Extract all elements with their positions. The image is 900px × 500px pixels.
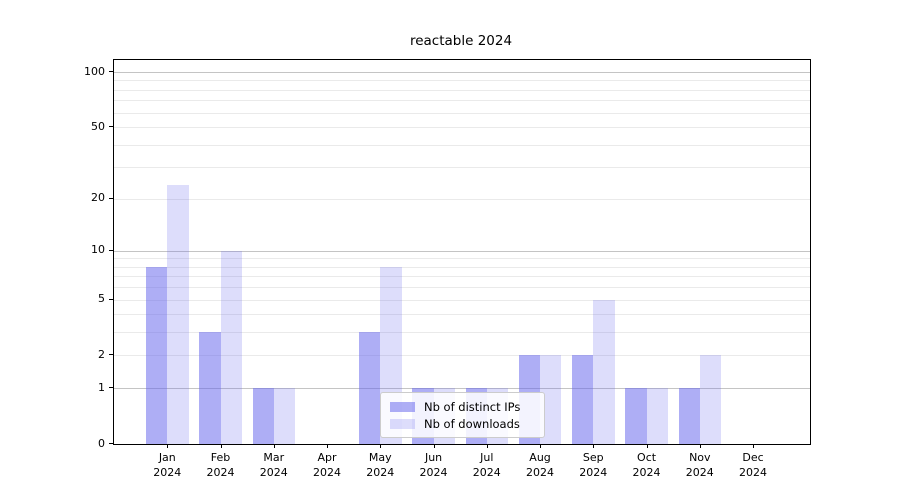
y-tick-label: 2: [98, 347, 105, 361]
gridline-major: [114, 72, 810, 73]
gridline-major: [114, 250, 810, 252]
legend-swatch-downloads: [390, 419, 415, 429]
x-tick-label: Oct 2024: [632, 451, 661, 479]
y-tick-label: 20: [91, 191, 105, 205]
x-tick-label: May 2024: [366, 451, 395, 479]
legend-item-distinct-ips: Nb of distinct IPs: [390, 399, 535, 415]
gridline-minor: [114, 266, 810, 268]
y-tick-label: 10: [91, 243, 105, 257]
gridline-major: [114, 388, 810, 390]
gridline-minor: [114, 198, 810, 200]
x-tick-mark: [220, 444, 222, 448]
y-tick-label: 50: [91, 119, 105, 133]
bar-downloads: [220, 250, 242, 444]
x-tick-label: Jul 2024: [472, 451, 501, 479]
x-tick-label: Jan 2024: [153, 451, 182, 479]
bar-distinct-ips: [625, 388, 647, 444]
y-tick-mark: [109, 249, 113, 251]
y-tick-mark: [109, 71, 113, 72]
x-tick-label: Jun 2024: [419, 451, 448, 479]
gridline-minor: [114, 80, 810, 82]
x-tick-mark: [753, 444, 755, 448]
bar-downloads: [646, 388, 668, 444]
x-tick-mark: [380, 444, 382, 448]
y-tick-mark: [109, 197, 113, 199]
legend-label-distinct-ips: Nb of distinct IPs: [424, 400, 521, 414]
x-tick-mark: [646, 444, 648, 448]
chart-title: reactable 2024: [409, 33, 513, 49]
x-tick-mark: [540, 444, 542, 448]
gridline-minor: [114, 314, 810, 316]
y-tick-mark: [109, 443, 113, 444]
gridline-minor: [114, 276, 810, 278]
y-tick-mark: [109, 126, 113, 128]
x-tick-mark: [593, 444, 595, 448]
bar-distinct-ips: [199, 332, 221, 444]
x-tick-label: Nov 2024: [685, 451, 714, 479]
bar-distinct-ips: [572, 355, 594, 444]
bar-distinct-ips: [252, 388, 274, 444]
gridline-minor: [114, 89, 810, 91]
bar-downloads: [273, 388, 296, 444]
bar-distinct-ips: [146, 266, 168, 444]
y-tick-label: 5: [98, 292, 105, 306]
x-tick-mark: [327, 444, 329, 448]
x-tick-label: Apr 2024: [313, 451, 342, 479]
legend-item-downloads: Nb of downloads: [390, 416, 535, 432]
gridline-minor: [114, 144, 810, 146]
y-tick-mark: [109, 298, 113, 300]
gridline-minor: [114, 167, 810, 169]
x-tick-label: Aug 2024: [526, 451, 555, 479]
bar-downloads: [167, 184, 189, 444]
gridline-minor: [114, 127, 810, 129]
x-tick-label: Dec 2024: [739, 451, 768, 479]
x-tick-mark: [699, 444, 701, 448]
y-tick-mark: [109, 387, 113, 389]
plot-area: Nb of distinct IPs Nb of downloads: [113, 59, 811, 445]
gridline-minor: [114, 332, 810, 334]
x-tick-mark: [273, 444, 275, 448]
gridline-minor: [114, 287, 810, 289]
gridline-minor: [114, 100, 810, 102]
bar-distinct-ips: [678, 388, 700, 444]
gridline-minor: [114, 112, 810, 114]
gridline-minor: [114, 299, 810, 301]
legend: Nb of distinct IPs Nb of downloads: [380, 392, 545, 438]
y-tick-label: 0: [98, 436, 105, 450]
legend-label-downloads: Nb of downloads: [424, 417, 520, 431]
x-tick-mark: [167, 444, 169, 448]
bar-downloads: [593, 299, 615, 444]
x-tick-mark: [486, 444, 488, 448]
y-tick-label: 1: [98, 380, 105, 394]
gridline-minor: [114, 355, 810, 357]
bar-downloads: [540, 355, 562, 444]
y-tick-mark: [109, 354, 113, 356]
gridline-minor: [114, 258, 810, 260]
y-tick-label: 100: [84, 64, 105, 78]
x-tick-label: Mar 2024: [259, 451, 288, 479]
x-tick-label: Sep 2024: [579, 451, 608, 479]
x-tick-mark: [433, 444, 435, 448]
bar-distinct-ips: [359, 332, 381, 444]
x-tick-label: Feb 2024: [206, 451, 235, 479]
legend-swatch-distinct-ips: [390, 402, 415, 412]
bar-downloads: [699, 355, 722, 444]
